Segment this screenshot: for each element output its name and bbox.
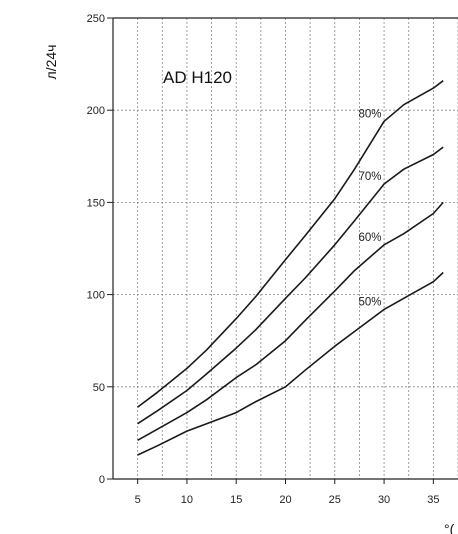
x-axis-label: °(: [444, 521, 455, 534]
y-tick-label: 100: [87, 290, 105, 302]
series-label-50pct: 50%: [359, 296, 382, 308]
y-axis-ticks: 0 50 100 150 200 250: [87, 13, 113, 486]
series-label-70pct: 70%: [359, 171, 382, 183]
y-axis-label: л/24ч: [43, 45, 59, 80]
grid-lines: [113, 17, 458, 479]
series-line-70pct: [137, 146, 444, 425]
x-axis-ticks: 5 10 15 20 25 30 35: [135, 479, 439, 506]
series-label-80pct: 80%: [359, 108, 382, 120]
series-line-80pct: [137, 80, 444, 408]
series-line-60pct: [137, 201, 444, 441]
x-tick-label: 5: [135, 494, 141, 506]
y-tick-label: 0: [99, 474, 105, 486]
x-tick-label: 20: [279, 494, 291, 506]
series-lines: [137, 80, 444, 456]
x-tick-label: 25: [329, 494, 341, 506]
series-label-60pct: 60%: [359, 232, 382, 244]
y-tick-label: 200: [87, 105, 105, 117]
x-tick-label: 10: [181, 494, 193, 506]
x-tick-label: 15: [230, 494, 242, 506]
chart-title: AD H120: [163, 68, 232, 87]
y-tick-label: 250: [87, 13, 105, 25]
y-tick-label: 50: [93, 382, 105, 394]
x-tick-label: 35: [427, 494, 439, 506]
series-line-50pct: [137, 271, 444, 456]
series-labels: 80% 70% 60% 50%: [359, 108, 382, 308]
x-tick-label: 30: [378, 494, 390, 506]
y-tick-label: 150: [87, 197, 105, 209]
